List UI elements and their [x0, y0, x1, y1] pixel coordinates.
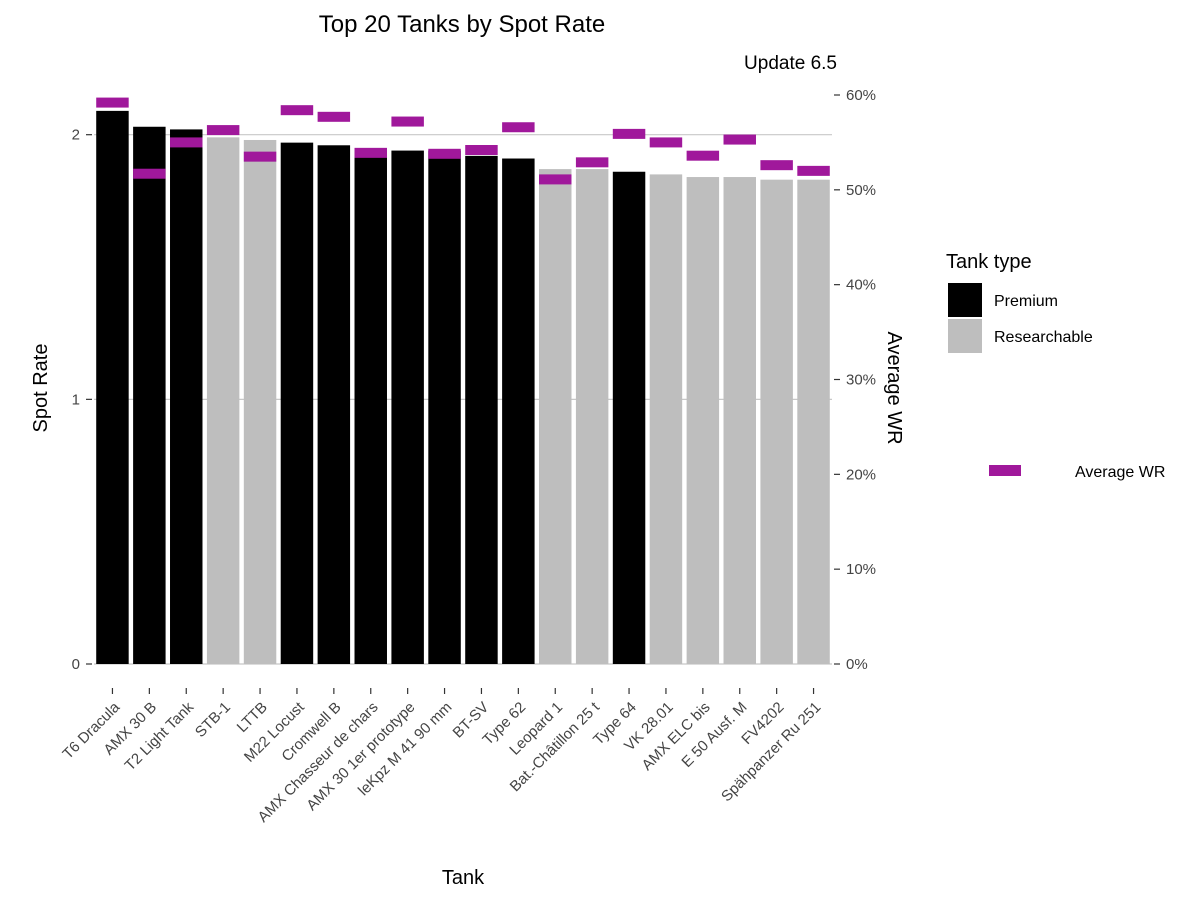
y2-tick-label: 0%: [846, 656, 868, 673]
bar: [686, 177, 720, 664]
wr-marker: [649, 137, 683, 148]
wr-marker: [354, 147, 387, 158]
wr-marker: [428, 148, 461, 159]
legend: Tank type Premium Researchable Average W…: [946, 251, 1165, 481]
wr-marker: [206, 125, 240, 136]
y2-tick-label: 10%: [846, 561, 876, 578]
legend-key-premium: [948, 283, 982, 317]
wr-marker: [797, 165, 830, 176]
y2-tick-label: 50%: [846, 182, 876, 199]
wr-marker: [280, 105, 314, 116]
wr-markers-group: [96, 97, 830, 185]
bar: [354, 150, 387, 664]
bar: [243, 139, 277, 664]
bar: [723, 177, 756, 664]
bar: [96, 110, 129, 664]
chart-subtitle: Update 6.5: [744, 53, 837, 74]
y-tick-label: 1: [72, 391, 80, 408]
grid-lines: [94, 134, 832, 665]
y-axis-title: Spot Rate: [30, 344, 52, 433]
y-tick-label: 0: [72, 656, 80, 673]
bar: [760, 179, 793, 665]
wr-marker: [133, 168, 166, 179]
wr-marker: [686, 150, 720, 161]
y2-tick-label: 60%: [846, 87, 876, 104]
legend-key-average-wr: [989, 465, 1021, 476]
y2-tick-label: 20%: [846, 466, 876, 483]
bar: [170, 129, 203, 664]
wr-marker: [243, 151, 277, 162]
chart-title: Top 20 Tanks by Spot Rate: [319, 11, 605, 38]
bar: [206, 137, 240, 665]
wr-marker: [391, 116, 424, 127]
wr-marker: [96, 97, 129, 108]
bar: [391, 150, 424, 664]
legend-key-researchable: [948, 319, 982, 353]
bar: [539, 169, 572, 664]
wr-marker: [465, 145, 498, 156]
wr-marker: [502, 122, 535, 133]
wr-marker: [575, 157, 609, 168]
wr-marker: [317, 111, 351, 122]
bar: [575, 169, 609, 664]
legend-title: Tank type: [946, 251, 1032, 273]
bar: [133, 126, 166, 665]
wr-marker: [170, 137, 203, 148]
bar: [649, 174, 683, 664]
bar: [428, 150, 461, 664]
bar: [317, 145, 351, 665]
y-axis: 0 1 2: [72, 127, 92, 673]
x-axis-title: Tank: [442, 867, 485, 889]
y2-tick-label: 40%: [846, 277, 876, 294]
y2-axis: 0% 10% 20% 30% 40% 50% 60%: [834, 87, 876, 673]
bar: [797, 179, 830, 665]
wr-marker: [539, 174, 572, 185]
bar: [280, 142, 314, 664]
wr-marker: [760, 160, 793, 171]
y2-tick-label: 30%: [846, 372, 876, 389]
bars-group: [96, 110, 830, 665]
y2-axis-title: Average WR: [883, 331, 905, 444]
legend-label-average-wr: Average WR: [1075, 464, 1165, 481]
legend-label-premium: Premium: [994, 293, 1058, 310]
bar: [612, 171, 646, 664]
wr-marker: [723, 134, 756, 145]
bar: [465, 155, 498, 665]
wr-marker: [612, 128, 646, 139]
x-tick-label: STB-1: [192, 699, 234, 741]
bar: [502, 158, 535, 664]
y-tick-label: 2: [72, 127, 80, 144]
legend-label-researchable: Researchable: [994, 329, 1093, 346]
